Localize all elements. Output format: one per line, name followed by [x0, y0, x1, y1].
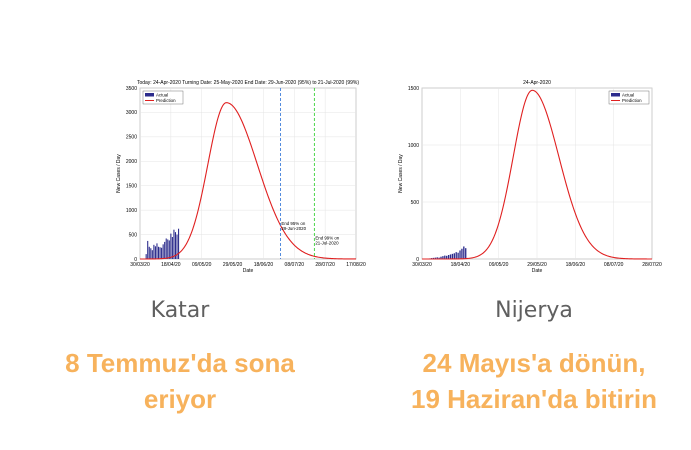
actual-bar — [168, 240, 170, 259]
y-tick-label: 1500 — [408, 86, 419, 92]
x-tick-label: 30/03/20 — [412, 262, 432, 268]
actual-bar — [151, 250, 153, 259]
actual-bar — [451, 253, 454, 259]
actual-bar — [161, 247, 163, 259]
actual-bar — [164, 241, 166, 259]
x-tick-label: 18/04/20 — [161, 262, 181, 268]
actual-bar — [165, 238, 167, 259]
headline-line-2: eriyor — [143, 384, 217, 414]
legend-swatch-actual — [145, 93, 154, 97]
country-label: Nijerya — [495, 298, 573, 323]
legend-swatch-actual — [611, 93, 620, 97]
y-tick-label: 2000 — [126, 159, 137, 165]
x-tick-label: 17/08/20 — [346, 262, 366, 268]
chart-nigeria: 24-Apr-2020 30/03/20 18/04/20 09/05/20 29/05… — [398, 80, 662, 274]
chart-title: 24-Apr-2020 — [523, 80, 551, 86]
actual-bar — [438, 257, 440, 259]
chart-panel-nigeria: 24-Apr-2020 30/03/20 18/04/20 09/05/20 29/05… — [380, 0, 691, 450]
y-tick-label: 3500 — [126, 86, 137, 92]
actual-bar — [447, 255, 450, 259]
legend-label-prediction: Prediction — [156, 98, 176, 103]
x-axis-label: Date — [243, 268, 254, 274]
prediction-line — [422, 89, 652, 260]
headline-line-1: 8 Temmuz'da sona — [65, 348, 295, 378]
plot-area — [139, 87, 357, 260]
actual-bar — [173, 229, 175, 259]
end-marker-label: End 95% on — [281, 221, 305, 226]
x-tick-label: 28/07/20 — [315, 262, 335, 268]
country-label: Katar — [150, 298, 210, 323]
actual-bar — [432, 257, 435, 259]
legend-label-prediction: Prediction — [622, 98, 642, 103]
actual-bar — [174, 232, 177, 259]
x-axis-label: Date — [532, 268, 543, 274]
x-tick-label: 09/05/20 — [489, 262, 509, 268]
x-tick-label: 30/03/20 — [130, 262, 150, 268]
actual-bar — [156, 243, 158, 259]
actual-bar — [463, 246, 465, 259]
actual-bar — [465, 248, 467, 259]
headline: 8 Temmuz'da sona eriyor — [0, 345, 380, 417]
actual-bar — [176, 234, 178, 259]
actual-bar — [147, 240, 149, 259]
headline-line-1: 24 Mayıs'a dönün, — [422, 348, 646, 378]
chart-panel-qatar: Today: 24-Apr-2020 Turning Date: 25-May-… — [0, 80, 380, 417]
actual-bar — [154, 246, 156, 259]
legend-label-actual: Actual — [156, 92, 168, 97]
prediction-line — [140, 102, 357, 260]
y-tick-label: 500 — [411, 200, 420, 206]
actual-bar — [167, 239, 169, 259]
y-tick-label: 0 — [416, 257, 419, 263]
actual-bar — [159, 247, 161, 259]
x-tick-label: 29/05/20 — [527, 262, 547, 268]
actual-bar — [459, 250, 461, 259]
actual-bar — [444, 255, 446, 259]
y-axis-label: New Cases / Day — [398, 154, 404, 193]
actual-bar — [440, 256, 442, 259]
y-tick-label: 0 — [134, 257, 137, 263]
actual-bar — [162, 244, 164, 259]
actual-bar — [171, 237, 173, 259]
actual-bar — [449, 254, 452, 259]
x-tick-label: 18/06/20 — [566, 262, 586, 268]
y-tick-label: 1000 — [126, 208, 137, 214]
end-marker-date: 29-Jun-2020 — [281, 226, 306, 231]
actual-bar — [434, 257, 436, 259]
y-tick-label: 500 — [129, 232, 138, 238]
actual-bar — [457, 252, 459, 259]
actual-bar — [446, 255, 448, 259]
y-tick-label: 3000 — [126, 110, 137, 116]
x-tick-label: 29/05/20 — [223, 262, 243, 268]
actual-bar — [145, 254, 147, 259]
actual-bar — [461, 248, 463, 259]
headline: 24 Mayıs'a dönün, 19 Haziran'da bitirin — [348, 345, 691, 417]
x-tick-label: 08/07/20 — [604, 262, 624, 268]
actual-bar — [178, 228, 180, 259]
actual-bar — [455, 252, 457, 259]
actual-bar — [153, 244, 155, 259]
actual-bar — [453, 253, 455, 259]
actual-bar — [436, 257, 438, 259]
y-tick-label: 1000 — [408, 143, 419, 149]
end-marker-label: End 99% on — [315, 235, 339, 240]
chart-qatar: Today: 24-Apr-2020 Turning Date: 25-May-… — [116, 80, 366, 274]
x-tick-label: 08/07/20 — [285, 262, 305, 268]
end-marker-date: 21-Jul-2020 — [315, 240, 339, 245]
actual-bar — [148, 246, 150, 259]
legend-label-actual: Actual — [622, 92, 634, 97]
actual-bar — [157, 246, 160, 259]
y-tick-label: 2500 — [126, 135, 137, 141]
x-tick-label: 28/07/20 — [642, 262, 662, 268]
x-tick-label: 18/04/20 — [451, 262, 471, 268]
y-axis-label: New Cases / Day — [116, 154, 122, 193]
x-tick-label: 09/05/20 — [192, 262, 212, 268]
actual-bar — [170, 233, 172, 259]
y-tick-label: 1500 — [126, 184, 137, 190]
x-tick-label: 18/06/20 — [254, 262, 274, 268]
actual-bar — [150, 248, 152, 259]
chart-title: Today: 24-Apr-2020 Turning Date: 25-May-… — [137, 80, 359, 86]
actual-bar — [442, 256, 444, 259]
headline-line-2: 19 Haziran'da bitirin — [410, 384, 658, 414]
